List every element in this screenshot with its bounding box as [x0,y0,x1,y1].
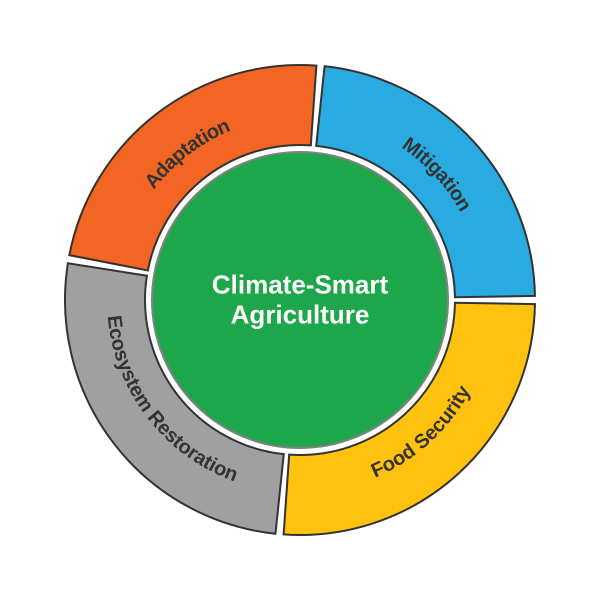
center-title: Climate-SmartAgriculture [212,270,389,330]
donut-diagram: MitigationFood SecurityEcosystem Restora… [0,0,600,600]
